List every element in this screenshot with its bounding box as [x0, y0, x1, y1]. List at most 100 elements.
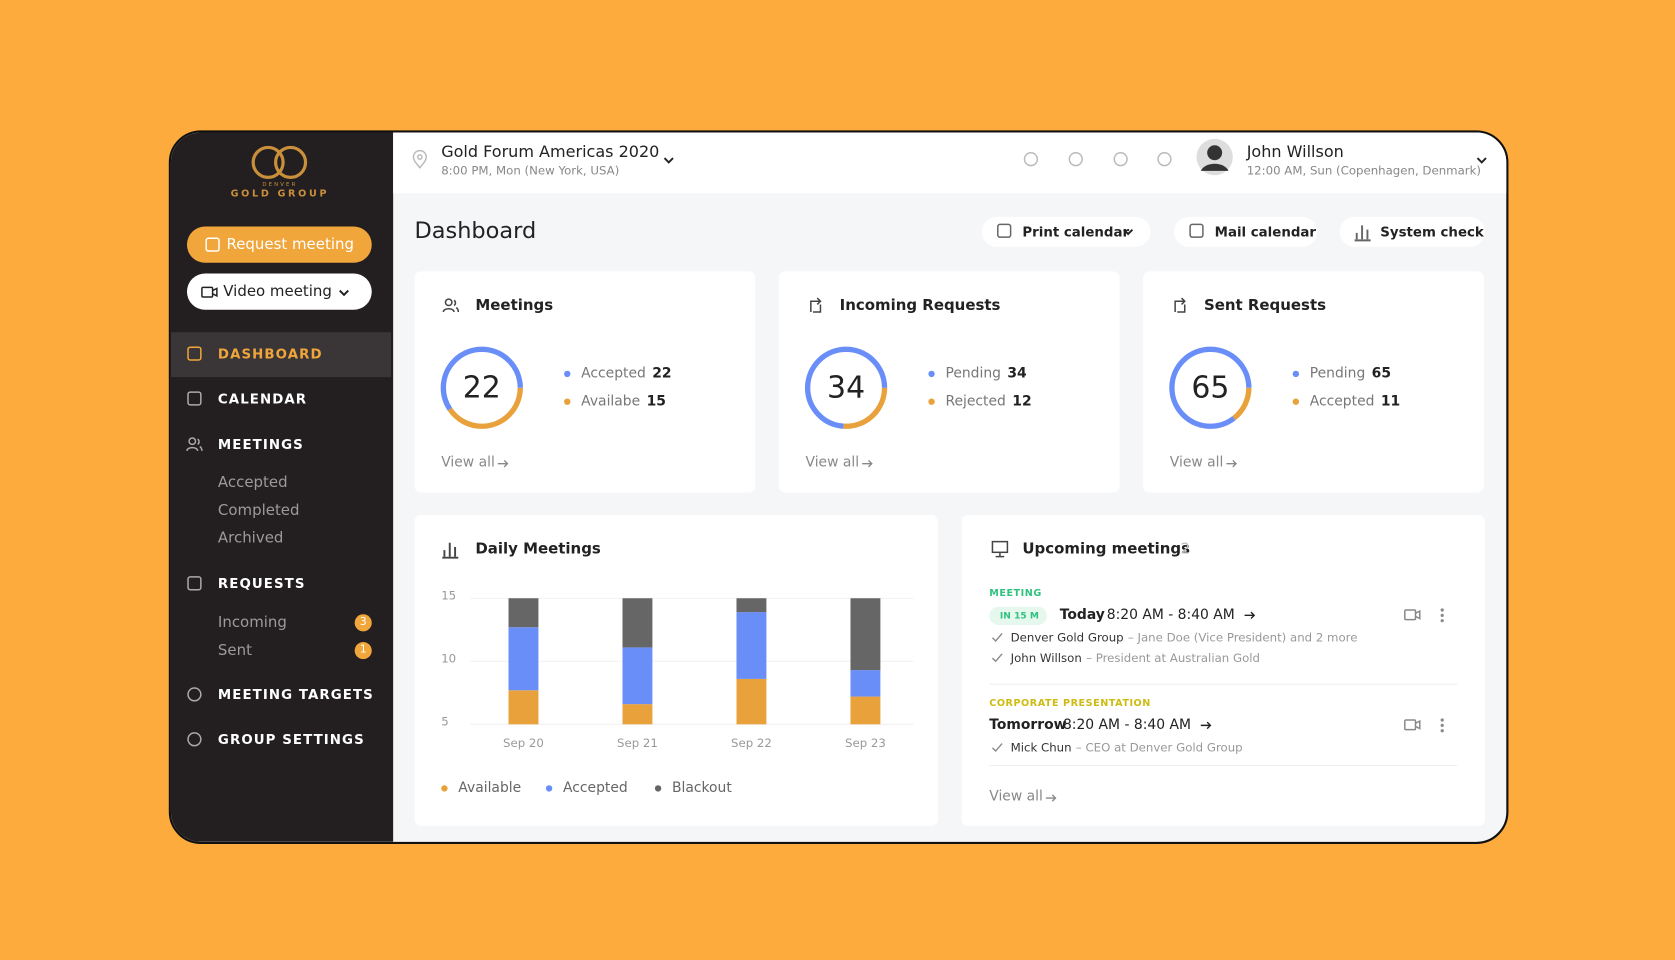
separator — [989, 764, 1458, 766]
icon — [186, 437, 203, 452]
request-button[interactable] — [186, 226, 372, 263]
action-button[interactable] — [1339, 216, 1485, 247]
icon — [1476, 157, 1487, 164]
legend-dot — [441, 785, 448, 792]
nav-active — [170, 332, 391, 378]
legend-dot — [1292, 398, 1300, 405]
page-title: Dashboard — [414, 217, 537, 244]
legend-label: Rejected — [945, 393, 1006, 410]
legend-item: Availabe 15 — [581, 394, 666, 410]
nav-subitem: Incoming — [217, 614, 287, 632]
meeting-type: MEETING — [989, 588, 1042, 600]
nav-subitem: Archived — [217, 529, 284, 547]
nav-item: MEETING TARGETS — [217, 686, 374, 703]
card-title: Meetings — [475, 296, 554, 315]
donut: 34 — [804, 346, 888, 429]
nav-subitem: Sent — [217, 642, 252, 660]
icon — [497, 459, 509, 468]
legend-label: Available — [458, 780, 522, 797]
attendee-detail: – Jane Doe (Vice President) and 2 more — [1127, 630, 1358, 645]
icon — [1404, 719, 1421, 731]
icon — [1068, 152, 1083, 167]
card-title: Sent Requests — [1203, 296, 1327, 315]
upcoming-title: Upcoming meetings — [1022, 540, 1191, 558]
legend-item: Pending 34 — [945, 366, 1026, 382]
icon — [663, 157, 674, 164]
bar-segment — [850, 670, 881, 697]
legend-label: Pending — [1309, 365, 1366, 382]
meeting-time: 8:20 AM - 8:40 AM — [1106, 607, 1235, 624]
video-label: Video meeting — [223, 283, 332, 301]
donut-total: 22 — [463, 370, 501, 405]
icon — [991, 743, 1003, 753]
icon — [1200, 721, 1212, 730]
summary-card — [414, 271, 756, 493]
legend-dot — [545, 785, 553, 792]
icon — [1157, 152, 1172, 167]
legend-label: Accepted — [1309, 393, 1375, 410]
meeting-time: 8:20 AM - 8:40 AM — [1062, 717, 1191, 734]
legend-value: 12 — [1012, 393, 1032, 410]
legend-label: Accepted — [581, 365, 646, 382]
legend-dot — [564, 398, 571, 405]
nav-item: REQUESTS — [217, 575, 306, 592]
nav-item: GROUP SETTINGS — [217, 731, 365, 748]
avatar — [1196, 138, 1233, 176]
icon — [1174, 297, 1186, 313]
nav-item: CALENDAR — [217, 390, 308, 407]
legend-value: 34 — [1007, 365, 1027, 382]
donut-segment — [1169, 346, 1252, 429]
icon — [187, 732, 202, 747]
badge: 3 — [354, 614, 372, 632]
icon — [201, 286, 218, 298]
legend-label: Pending — [945, 365, 1001, 382]
icon — [997, 223, 1012, 238]
event-time: 8:00 PM, Mon (New York, USA) — [441, 163, 620, 178]
bar-segment — [622, 598, 653, 648]
bar-segment — [850, 696, 881, 725]
icon — [1440, 608, 1444, 623]
x-tick-label: Sep 21 — [617, 736, 658, 750]
action-button[interactable] — [1174, 216, 1318, 247]
icon — [1440, 718, 1444, 733]
icon — [1113, 152, 1128, 167]
icon — [205, 237, 220, 252]
icon — [187, 346, 202, 361]
attendee-name: Denver Gold Group — [1010, 630, 1124, 645]
icon — [991, 653, 1003, 663]
separator — [989, 683, 1458, 685]
legend-label: Blackout — [671, 780, 732, 797]
icon — [862, 459, 873, 468]
icon — [412, 149, 427, 169]
nav-subitem: Accepted — [217, 474, 288, 492]
icon — [1244, 611, 1256, 620]
bar-segment — [736, 598, 767, 613]
donut-segment — [440, 346, 523, 429]
logo-top: DENVER — [262, 181, 298, 189]
y-tick-label: 15 — [441, 589, 456, 603]
donut: 22 — [440, 346, 523, 429]
legend-dot — [928, 370, 935, 378]
bar-segment — [736, 678, 767, 725]
event-title: Gold Forum Americas 2020 — [441, 142, 660, 162]
view-all: View all — [441, 454, 495, 471]
icon — [1045, 794, 1057, 802]
icon — [187, 687, 202, 702]
top-bar — [393, 132, 1507, 194]
icon — [1023, 152, 1039, 167]
meeting-day: Today — [1059, 607, 1105, 624]
action-label: Mail calendar — [1214, 223, 1316, 240]
icon — [991, 633, 1003, 643]
legend-item: Accepted 11 — [1310, 394, 1400, 410]
upcoming-count: 2 — [1180, 540, 1191, 558]
view-all: View all — [989, 788, 1043, 805]
donut-total: 34 — [827, 370, 865, 405]
summary-card — [778, 271, 1120, 493]
meeting-day: Tomorrow — [989, 717, 1067, 734]
x-tick-label: Sep 23 — [845, 736, 886, 750]
summary-card — [1143, 271, 1484, 493]
legend-value: 22 — [652, 365, 672, 382]
legend-label: Accepted — [562, 780, 628, 797]
donut-segment — [804, 346, 888, 429]
